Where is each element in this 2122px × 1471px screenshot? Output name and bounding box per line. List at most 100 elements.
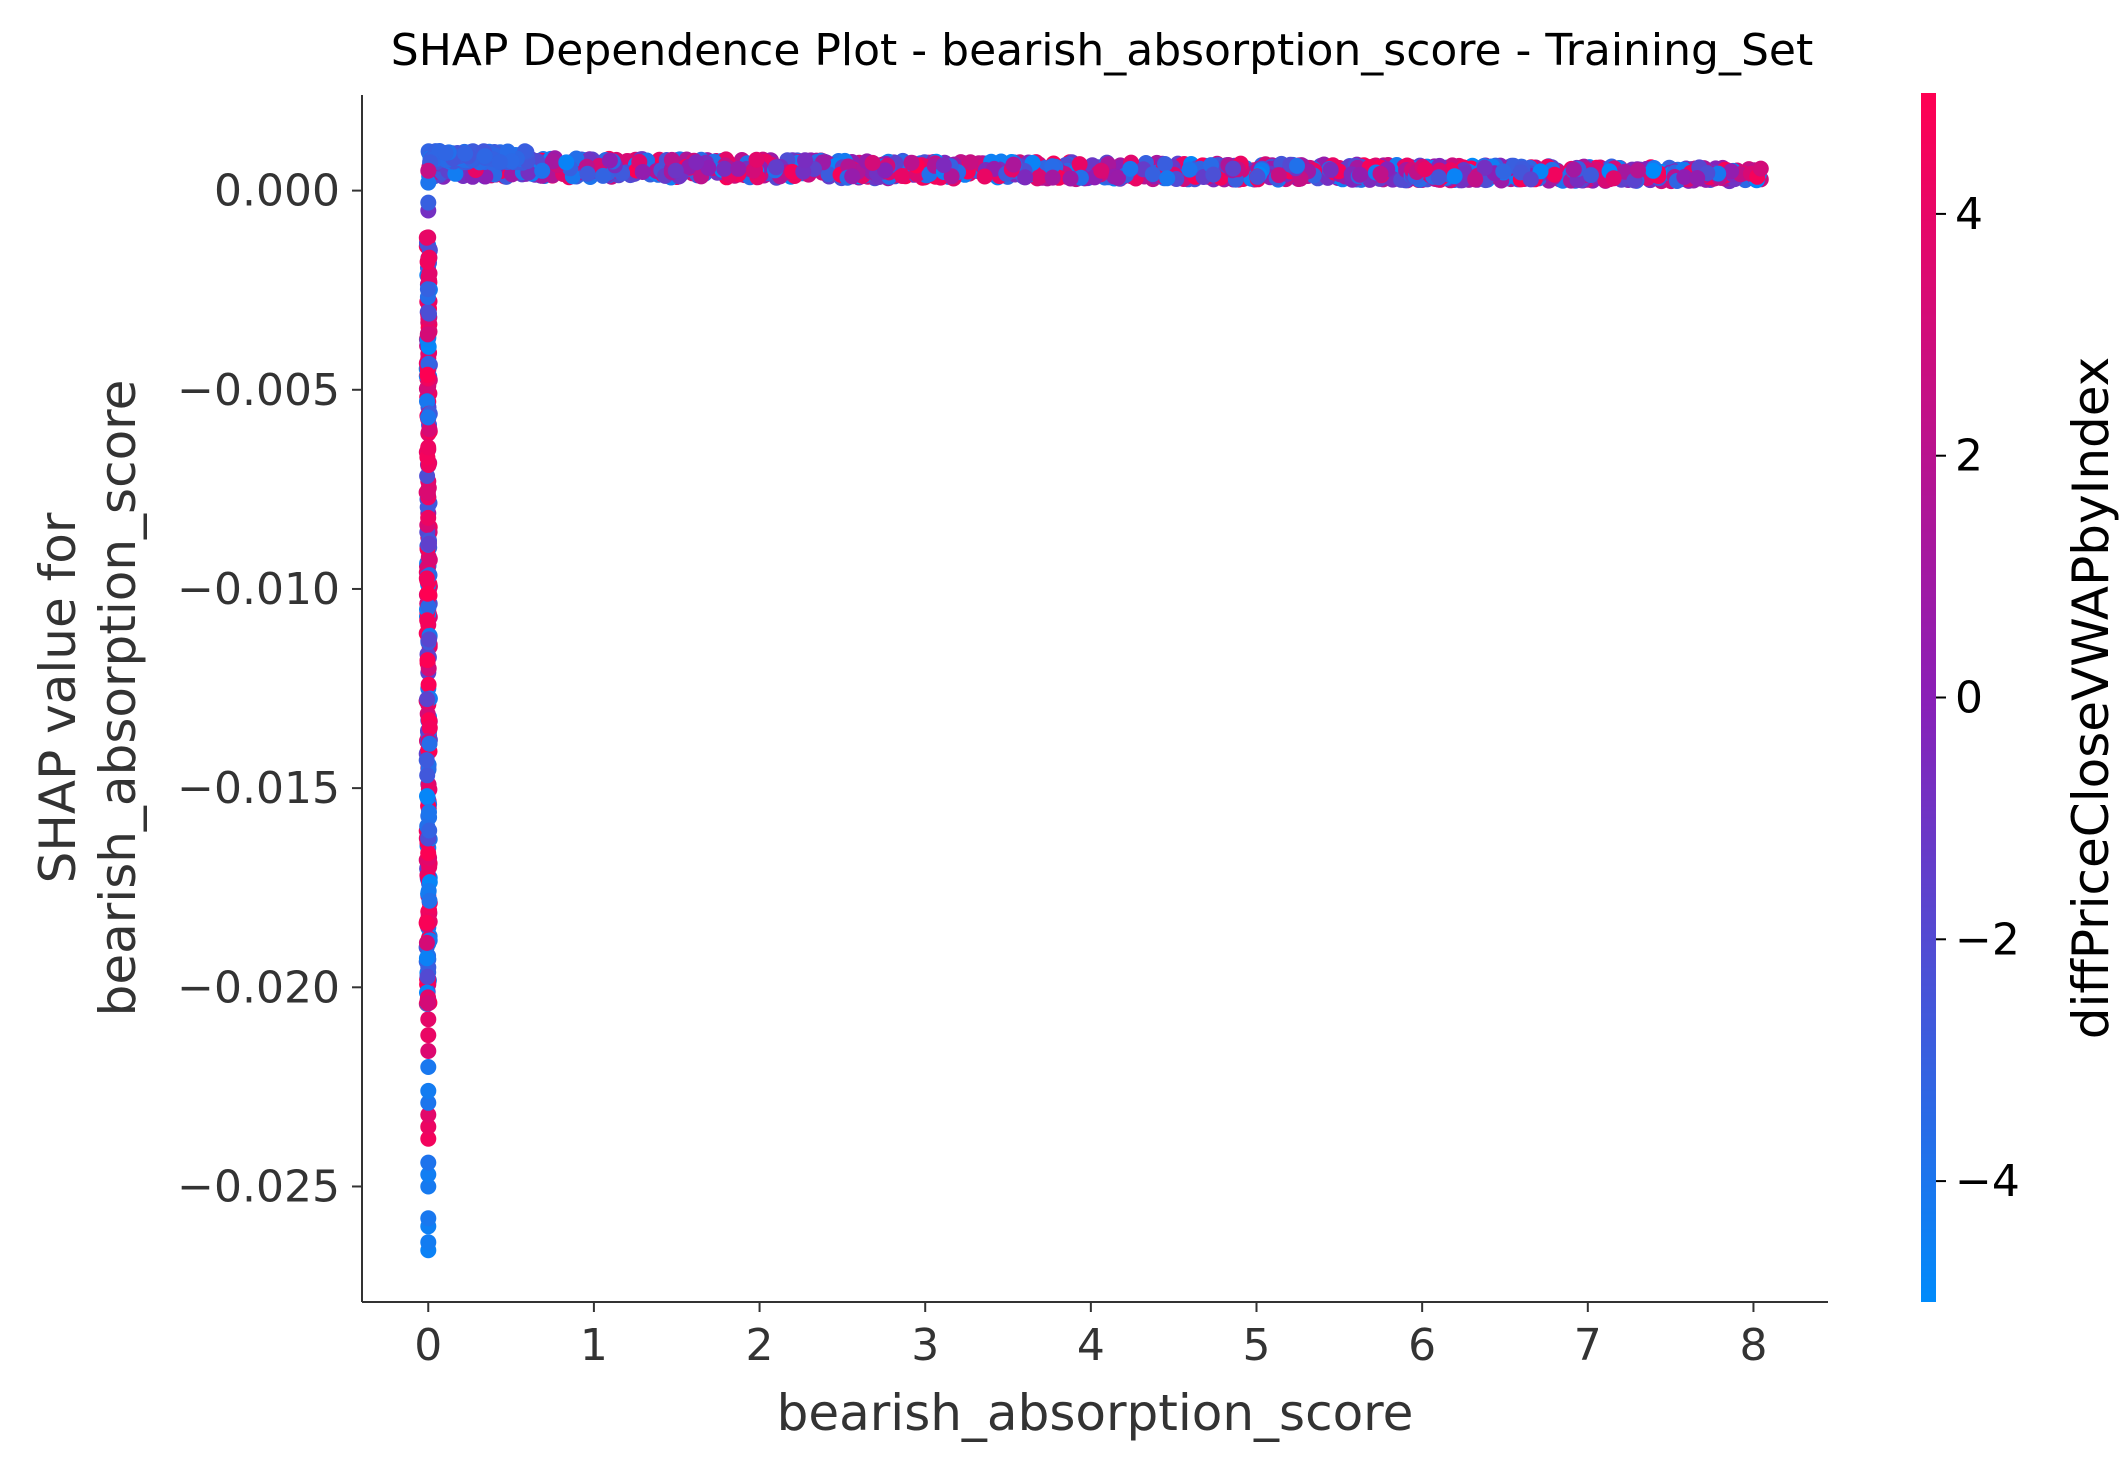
scatter-point: [688, 154, 705, 171]
scatter-point: [1157, 156, 1173, 172]
x-axis-title: bearish_absorption_score: [777, 1384, 1414, 1442]
scatter-point: [1005, 156, 1022, 173]
scatter-point: [447, 165, 464, 182]
scatter-point: [877, 162, 894, 179]
scatter-point: [418, 914, 435, 931]
scatter-point: [420, 250, 437, 266]
scatter-point: [1583, 167, 1599, 184]
scatter-point: [1031, 169, 1048, 185]
scatter-point: [1630, 162, 1646, 179]
scatter-point: [667, 162, 684, 179]
scatter-point: [716, 160, 733, 177]
scatter-point: [419, 652, 436, 669]
scatter-point: [420, 1130, 437, 1147]
scatter-point: [1225, 160, 1242, 177]
scatter-point: [491, 154, 508, 170]
scatter-point: [1676, 169, 1693, 185]
scatter-point: [418, 752, 435, 769]
scatter-point: [420, 995, 437, 1012]
scatter-point: [420, 174, 437, 191]
x-tick-label: 5: [1243, 1320, 1271, 1371]
scatter-point: [1372, 165, 1389, 182]
scatter-point: [421, 421, 438, 438]
scatter-point: [419, 585, 436, 602]
scatter-point: [419, 788, 435, 805]
scatter-point: [1495, 163, 1512, 180]
scatter-point: [421, 804, 437, 821]
colorbar-tick-label: −4: [1955, 1156, 2020, 1207]
scatter-point: [1645, 162, 1662, 179]
scatter-point: [420, 1154, 437, 1171]
scatter-point: [420, 1059, 437, 1075]
scatter-point: [437, 145, 454, 161]
x-tick-label: 3: [911, 1320, 939, 1371]
scatter-point: [418, 950, 435, 967]
scatter-point: [534, 162, 551, 179]
scatter-point: [421, 631, 438, 648]
scatter-point: [1017, 169, 1034, 186]
scatter-point: [1322, 161, 1339, 178]
scatter-point: [1605, 170, 1622, 187]
scatter-point: [730, 160, 747, 177]
scatter-point: [419, 326, 436, 343]
scatter-point: [1565, 161, 1582, 178]
x-tick-label: 6: [1408, 1320, 1436, 1371]
y-tick-label: −0.020: [177, 962, 340, 1013]
x-tick-label: 4: [1077, 1320, 1105, 1371]
scatter-point: [420, 598, 437, 615]
scatter-point: [420, 1011, 437, 1028]
scatter-point: [962, 154, 979, 171]
scatter-point: [1181, 161, 1198, 178]
scatter-point: [457, 145, 474, 162]
scatter-point: [1352, 166, 1368, 183]
y-tick-label: −0.015: [177, 763, 340, 814]
scatter-point: [421, 305, 437, 322]
y-axis-title: SHAP value for bearish_absorption_score: [29, 380, 147, 1017]
scatter-point: [935, 157, 952, 174]
scatter-point: [1467, 171, 1484, 188]
x-tick-label: 7: [1574, 1320, 1602, 1371]
scatter-point: [420, 1027, 437, 1044]
scatter-point: [1144, 166, 1161, 183]
scatter-point: [1430, 169, 1447, 186]
scatter-point: [420, 1094, 437, 1111]
scatter-point: [1752, 160, 1769, 177]
scatter-point: [421, 535, 437, 552]
scatter-point: [1071, 156, 1088, 173]
scatter-point: [601, 152, 618, 169]
colorbar-title: diffPriceCloseVWAPbyIndex: [2062, 357, 2120, 1040]
scatter-point: [420, 1106, 437, 1123]
scatter-point: [634, 164, 651, 180]
x-tick-label: 0: [414, 1320, 442, 1371]
y-tick-label: 0.000: [214, 166, 340, 217]
scatter-point: [419, 767, 436, 784]
scatter-point: [976, 168, 993, 185]
scatter-point: [421, 551, 438, 568]
colorbar-ticks: 4 2 0 −2 −4: [1936, 189, 2020, 1207]
scatter-point: [1159, 170, 1176, 187]
scatter-point: [595, 167, 611, 184]
scatter-point: [420, 1043, 437, 1059]
scatter-point: [943, 168, 960, 185]
scatter-point: [1205, 166, 1222, 183]
scatter-point: [420, 1234, 437, 1251]
scatter-point: [419, 366, 436, 383]
scatter-point: [476, 148, 493, 165]
scatter-point: [420, 194, 437, 211]
y-axis-ticks: 0.000 −0.005 −0.010 −0.015 −0.020 −0.025: [177, 166, 362, 1212]
scatter-point: [1044, 169, 1061, 186]
scatter-point: [864, 154, 881, 171]
scatter-point: [420, 409, 437, 426]
scatter-point: [579, 165, 596, 182]
scatter-point: [797, 152, 813, 169]
scatter-point: [1122, 160, 1139, 177]
scatter-point: [544, 153, 561, 170]
scatter-point: [420, 676, 437, 693]
scatter-point: [419, 485, 436, 501]
colorbar-tick-label: 0: [1955, 673, 1983, 724]
y-tick-label: −0.025: [177, 1161, 340, 1212]
x-tick-label: 1: [580, 1320, 608, 1371]
scatter-point: [748, 151, 765, 168]
y-tick-label: −0.010: [177, 564, 340, 615]
